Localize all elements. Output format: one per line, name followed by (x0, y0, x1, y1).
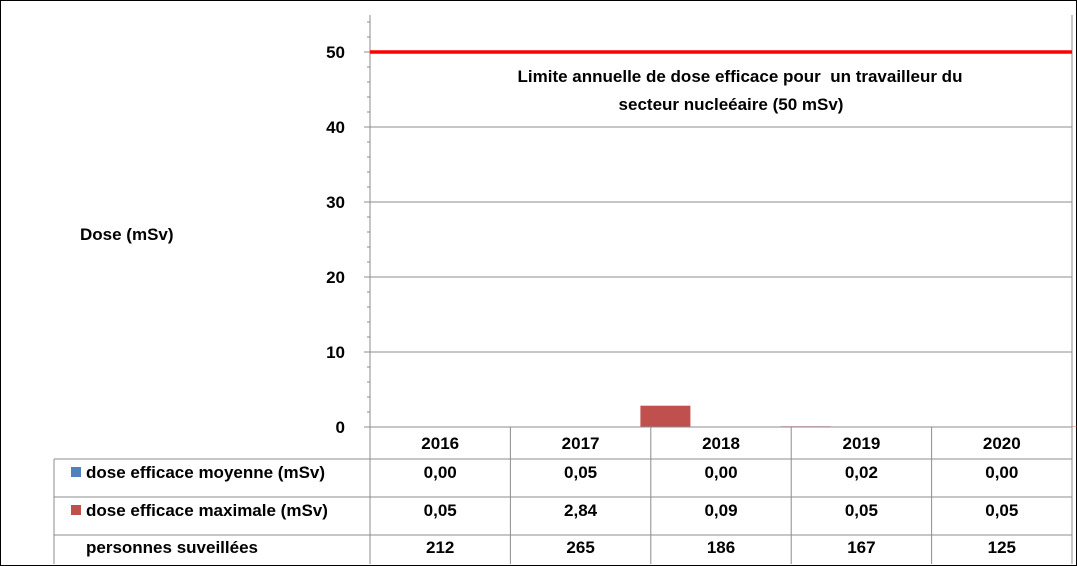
y-tick-label-20: 20 (326, 268, 345, 287)
cell-personnes: 125 (988, 538, 1016, 557)
cell-personnes: 265 (566, 538, 594, 557)
cell-value: 0,05 (985, 501, 1018, 520)
row-label-personnes: personnes suveillées (86, 538, 258, 557)
cell-value: 2,84 (564, 501, 598, 520)
cell-value: 0,00 (424, 463, 457, 482)
cell-value: 0,02 (845, 463, 878, 482)
cell-personnes: 212 (426, 538, 454, 557)
cell-value: 0,05 (564, 463, 597, 482)
y-tick-label-50: 50 (326, 43, 345, 62)
row-label-maximale: dose efficace maximale (mSv) (86, 501, 328, 520)
cell-value: 0,05 (845, 501, 878, 520)
category-label-2017: 2017 (562, 434, 600, 453)
y-tick-label-40: 40 (326, 118, 345, 137)
y-tick-label-10: 10 (326, 343, 345, 362)
cell-value: 0,09 (704, 501, 737, 520)
category-label-2018: 2018 (702, 434, 740, 453)
bar-maximale-2017 (640, 405, 691, 427)
y-axis: 0 10 20 30 40 50 (326, 15, 1073, 437)
legend-key-moyenne (71, 467, 81, 477)
category-label-2019: 2019 (842, 434, 880, 453)
y-tick-label-30: 30 (326, 193, 345, 212)
cell-personnes: 186 (707, 538, 735, 557)
category-label-2016: 2016 (421, 434, 459, 453)
row-label-moyenne: dose efficace moyenne (mSv) (86, 463, 325, 482)
legend-key-maximale (71, 505, 81, 515)
cell-value: 0,00 (704, 463, 737, 482)
cell-value: 0,05 (424, 501, 457, 520)
reference-limit: Limite annuelle de dose efficace pour un… (370, 50, 1072, 114)
data-table: 2016 2017 2018 2019 2020 dose efficace moyenn… (53, 426, 1073, 564)
cell-personnes: 167 (847, 538, 875, 557)
category-label-2020: 2020 (983, 434, 1021, 453)
cell-value: 0,00 (985, 463, 1018, 482)
bars (500, 405, 1077, 427)
limit-annotation-line2: secteur nucleéaire (50 mSv) (619, 95, 844, 114)
y-tick-label-0: 0 (336, 418, 345, 437)
limit-annotation-line1: Limite annuelle de dose efficace pour un… (518, 67, 963, 86)
y-axis-label: Dose (mSv) (80, 225, 174, 244)
